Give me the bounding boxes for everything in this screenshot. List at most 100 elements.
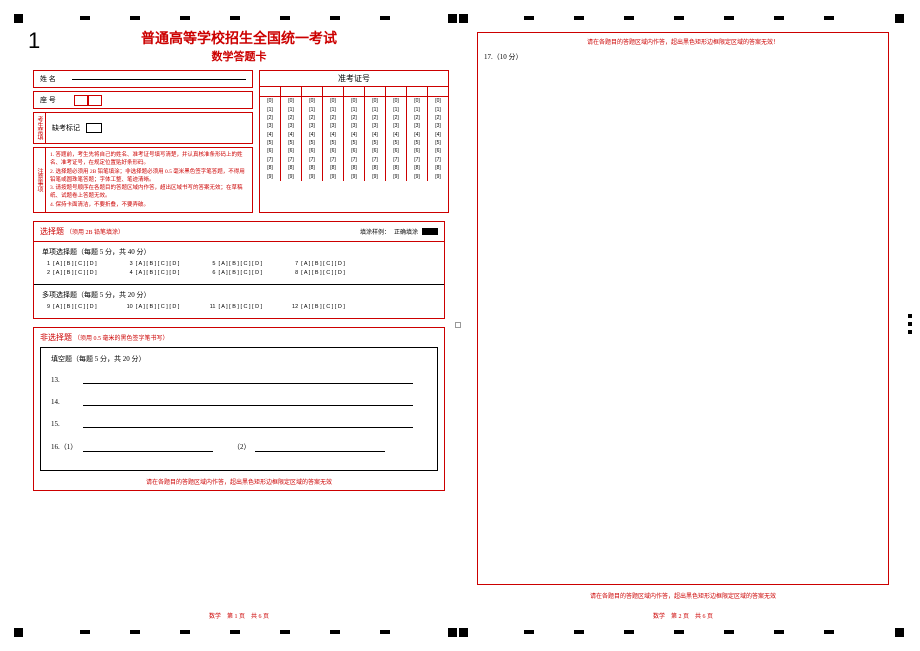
bubble[interactable]: [5] bbox=[323, 139, 343, 147]
options[interactable]: [ A ] [ B ] [ C ] [ D ] bbox=[136, 304, 180, 310]
bubble[interactable]: [9] bbox=[344, 172, 364, 180]
bubble[interactable]: [6] bbox=[386, 147, 406, 155]
examid-cell[interactable] bbox=[407, 87, 428, 96]
bubble[interactable]: [2] bbox=[386, 114, 406, 122]
bubble[interactable]: [8] bbox=[344, 164, 364, 172]
seat-box[interactable] bbox=[88, 95, 102, 106]
fillin-line[interactable] bbox=[83, 405, 413, 406]
bubble[interactable]: [4] bbox=[281, 131, 301, 139]
bubble[interactable]: [4] bbox=[302, 131, 322, 139]
examid-cell[interactable] bbox=[344, 87, 365, 96]
options[interactable]: [ A ] [ B ] [ C ] [ D ] bbox=[301, 270, 345, 276]
bubble[interactable]: [7] bbox=[428, 156, 448, 164]
bubble[interactable]: [2] bbox=[365, 114, 385, 122]
bubble[interactable]: [2] bbox=[260, 114, 280, 122]
bubble[interactable]: [0] bbox=[302, 97, 322, 105]
bubble[interactable]: [7] bbox=[344, 156, 364, 164]
bubble[interactable]: [1] bbox=[344, 105, 364, 113]
options[interactable]: [ A ] [ B ] [ C ] [ D ] bbox=[53, 270, 97, 276]
bubble[interactable]: [1] bbox=[407, 105, 427, 113]
options[interactable]: [ A ] [ B ] [ C ] [ D ] bbox=[218, 270, 262, 276]
bubble[interactable]: [6] bbox=[302, 147, 322, 155]
bubble[interactable]: [5] bbox=[302, 139, 322, 147]
examid-cell[interactable] bbox=[302, 87, 323, 96]
bubble[interactable]: [7] bbox=[323, 156, 343, 164]
bubble[interactable]: [7] bbox=[302, 156, 322, 164]
seat-box[interactable] bbox=[74, 95, 88, 106]
bubble[interactable]: [1] bbox=[323, 105, 343, 113]
bubble[interactable]: [4] bbox=[386, 131, 406, 139]
bubble[interactable]: [6] bbox=[407, 147, 427, 155]
bubble[interactable]: [0] bbox=[323, 97, 343, 105]
bubble[interactable]: [5] bbox=[260, 139, 280, 147]
bubble[interactable]: [6] bbox=[323, 147, 343, 155]
bubble[interactable]: [3] bbox=[428, 122, 448, 130]
bubble[interactable]: [3] bbox=[344, 122, 364, 130]
bubble[interactable]: [3] bbox=[407, 122, 427, 130]
options[interactable]: [ A ] [ B ] [ C ] [ D ] bbox=[53, 304, 97, 310]
bubble[interactable]: [9] bbox=[428, 172, 448, 180]
bubble[interactable]: [0] bbox=[428, 97, 448, 105]
bubble[interactable]: [4] bbox=[260, 131, 280, 139]
bubble[interactable]: [0] bbox=[386, 97, 406, 105]
bubble[interactable]: [9] bbox=[407, 172, 427, 180]
bubble[interactable]: [8] bbox=[365, 164, 385, 172]
examid-cell[interactable] bbox=[323, 87, 344, 96]
examid-cell[interactable] bbox=[281, 87, 302, 96]
bubble[interactable]: [7] bbox=[365, 156, 385, 164]
bubble[interactable]: [9] bbox=[365, 172, 385, 180]
bubble[interactable]: [3] bbox=[386, 122, 406, 130]
bubble[interactable]: [5] bbox=[386, 139, 406, 147]
bubble[interactable]: [0] bbox=[365, 97, 385, 105]
examid-cell[interactable] bbox=[386, 87, 407, 96]
bubble[interactable]: [0] bbox=[281, 97, 301, 105]
bubble[interactable]: [8] bbox=[260, 164, 280, 172]
bubble[interactable]: [4] bbox=[344, 131, 364, 139]
bubble[interactable]: [1] bbox=[428, 105, 448, 113]
bubble[interactable]: [3] bbox=[302, 122, 322, 130]
bubble[interactable]: [7] bbox=[281, 156, 301, 164]
examid-cell[interactable] bbox=[428, 87, 448, 96]
bubble[interactable]: [5] bbox=[428, 139, 448, 147]
bubble[interactable]: [3] bbox=[281, 122, 301, 130]
options[interactable]: [ A ] [ B ] [ C ] [ D ] bbox=[218, 261, 262, 267]
bubble[interactable]: [6] bbox=[344, 147, 364, 155]
bubble[interactable]: [1] bbox=[281, 105, 301, 113]
bubble[interactable]: [2] bbox=[344, 114, 364, 122]
name-line[interactable] bbox=[72, 79, 246, 80]
bubble[interactable]: [6] bbox=[365, 147, 385, 155]
bubble[interactable]: [3] bbox=[260, 122, 280, 130]
bubble[interactable]: [8] bbox=[386, 164, 406, 172]
bubble[interactable]: [9] bbox=[323, 172, 343, 180]
exam-id-blank[interactable] bbox=[260, 87, 448, 97]
bubble[interactable]: [1] bbox=[260, 105, 280, 113]
bubble[interactable]: [1] bbox=[365, 105, 385, 113]
bubble[interactable]: [2] bbox=[407, 114, 427, 122]
bubble[interactable]: [5] bbox=[407, 139, 427, 147]
bubble[interactable]: [2] bbox=[428, 114, 448, 122]
bubble[interactable]: [6] bbox=[281, 147, 301, 155]
bubble[interactable]: [5] bbox=[281, 139, 301, 147]
bubble[interactable]: [5] bbox=[344, 139, 364, 147]
options[interactable]: [ A ] [ B ] [ C ] [ D ] bbox=[218, 304, 262, 310]
options[interactable]: [ A ] [ B ] [ C ] [ D ] bbox=[301, 261, 345, 267]
fillin-line[interactable] bbox=[83, 383, 413, 384]
bubble[interactable]: [4] bbox=[428, 131, 448, 139]
bubble[interactable]: [9] bbox=[260, 172, 280, 180]
bubble[interactable]: [2] bbox=[323, 114, 343, 122]
q16-2-line[interactable] bbox=[255, 451, 385, 452]
bubble[interactable]: [6] bbox=[428, 147, 448, 155]
bubble[interactable]: [8] bbox=[428, 164, 448, 172]
bubble[interactable]: [8] bbox=[407, 164, 427, 172]
bubble[interactable]: [7] bbox=[407, 156, 427, 164]
bubble[interactable]: [7] bbox=[260, 156, 280, 164]
bubble[interactable]: [4] bbox=[365, 131, 385, 139]
bubble[interactable]: [8] bbox=[302, 164, 322, 172]
bubble[interactable]: [5] bbox=[365, 139, 385, 147]
bubble[interactable]: [3] bbox=[365, 122, 385, 130]
fillin-line[interactable] bbox=[83, 427, 413, 428]
bubble[interactable]: [2] bbox=[302, 114, 322, 122]
bubble[interactable]: [3] bbox=[323, 122, 343, 130]
bubble[interactable]: [1] bbox=[302, 105, 322, 113]
absent-box[interactable] bbox=[86, 123, 102, 133]
